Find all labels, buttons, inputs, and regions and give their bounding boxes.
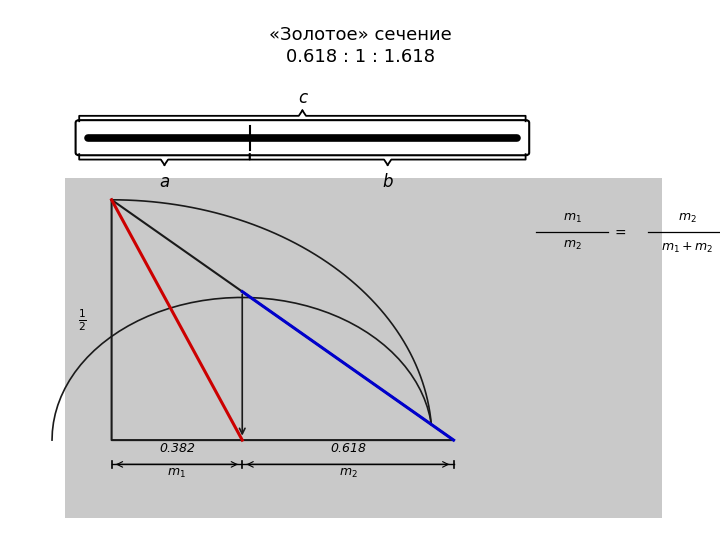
Text: b: b (382, 173, 393, 191)
Text: c: c (298, 89, 307, 106)
FancyBboxPatch shape (76, 120, 529, 156)
Bar (65, 178, 662, 518)
Text: 0.618: 0.618 (330, 442, 366, 455)
Text: $m_2$: $m_2$ (678, 212, 697, 225)
Text: $\frac{1}{2}$: $\frac{1}{2}$ (78, 307, 87, 333)
Text: $m_2$: $m_2$ (563, 239, 582, 252)
Text: $m_2$: $m_2$ (338, 467, 357, 480)
Text: $m_1$: $m_1$ (563, 212, 582, 225)
Text: 0.382: 0.382 (159, 442, 195, 455)
Text: $m_1$: $m_1$ (168, 467, 186, 480)
Text: $m_1+m_2$: $m_1+m_2$ (662, 241, 714, 255)
Text: «Золотое» сечение: «Золотое» сечение (269, 26, 451, 44)
Text: $=$: $=$ (612, 225, 626, 239)
Text: a: a (159, 173, 170, 191)
Text: 0.618 : 1 : 1.618: 0.618 : 1 : 1.618 (286, 48, 434, 66)
